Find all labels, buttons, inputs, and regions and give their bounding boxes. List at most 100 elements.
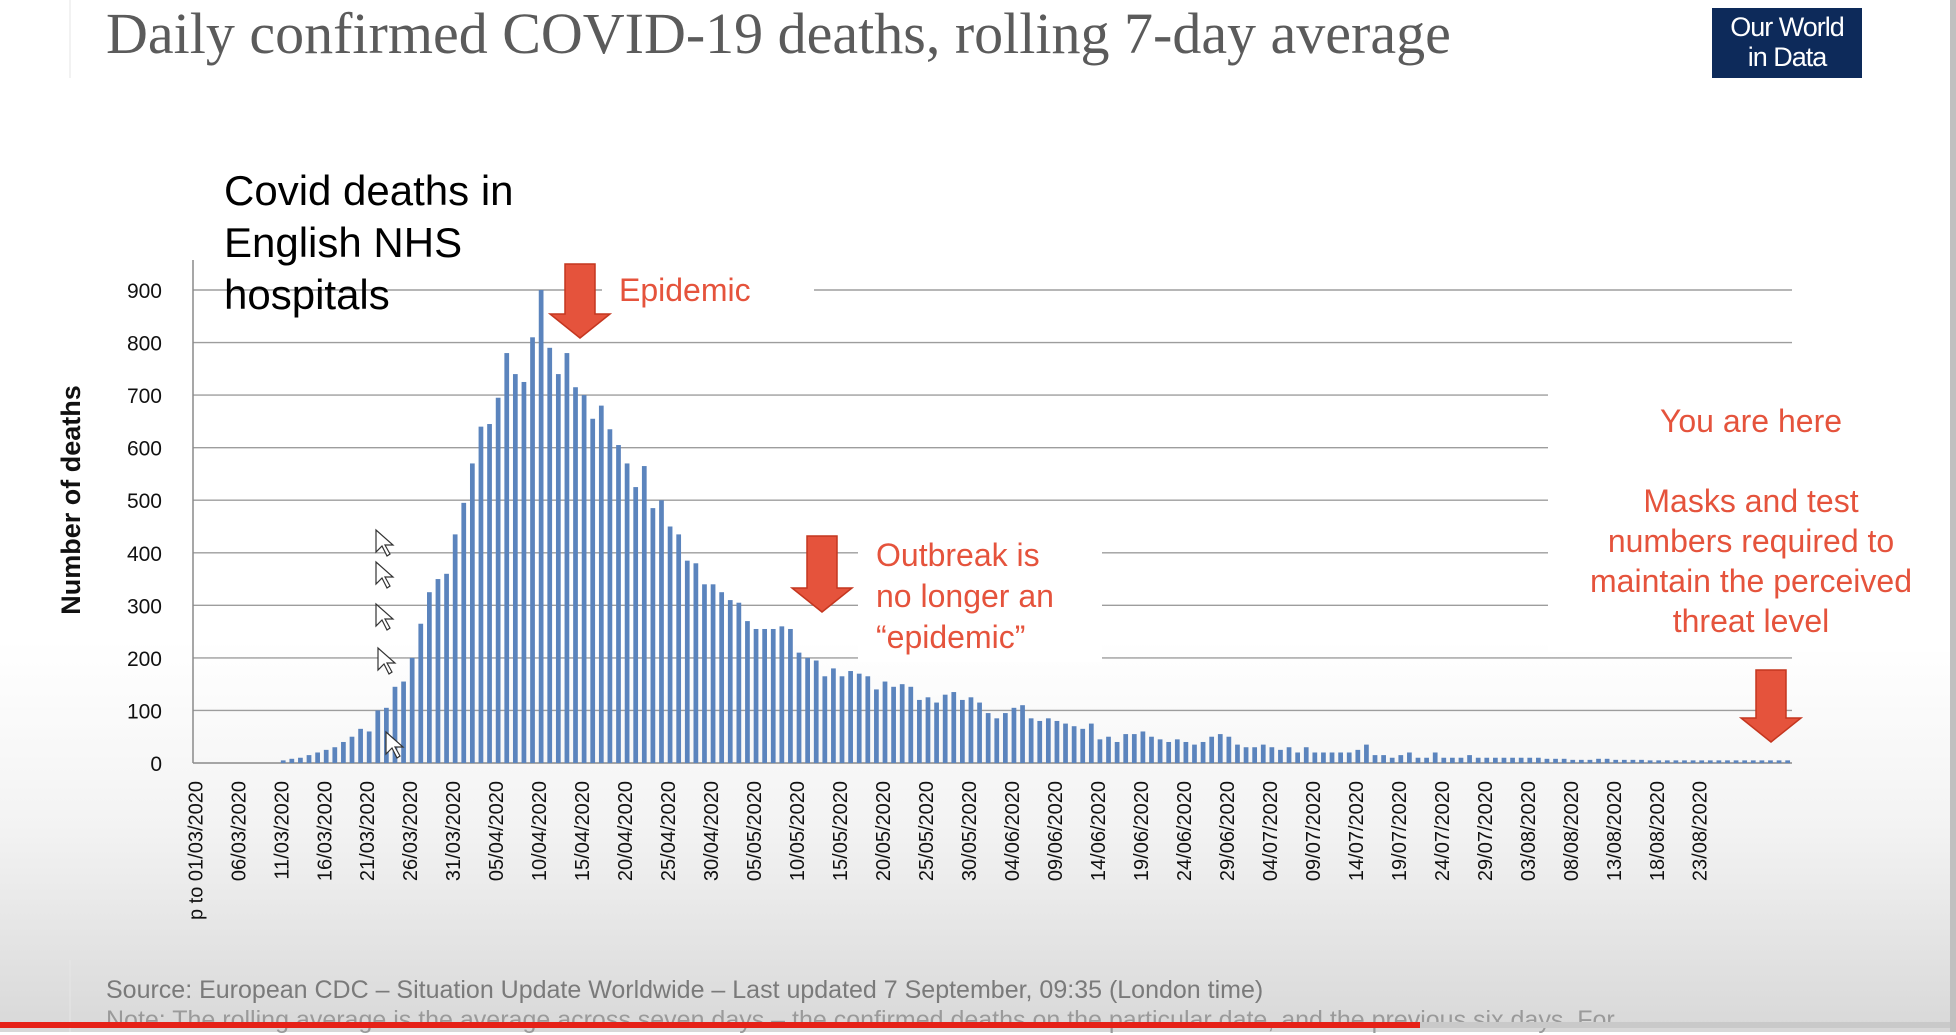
- bar: [788, 628, 793, 763]
- y-tick-label: 0: [150, 753, 162, 776]
- bar: [530, 337, 535, 763]
- video-progress-track[interactable]: [1420, 1022, 1956, 1028]
- bar: [375, 710, 381, 763]
- bar: [1166, 741, 1172, 763]
- bar: [323, 749, 329, 763]
- bar: [1561, 758, 1567, 763]
- annotation-line: no longer an: [876, 578, 1054, 614]
- annotation-line: Outbreak is: [876, 537, 1040, 573]
- bar: [1252, 747, 1258, 763]
- bar: [822, 676, 828, 763]
- owid-chart-title: Daily confirmed COVID-19 deaths, rolling…: [106, 1, 1451, 66]
- frame-right-border: [1950, 0, 1956, 1032]
- x-tick-label: 05/05/2020: [744, 781, 766, 881]
- bar: [1535, 757, 1541, 763]
- x-tick-label: 13/08/2020: [1604, 781, 1626, 881]
- bar: [710, 584, 716, 763]
- bar: [1475, 757, 1481, 763]
- bar: [899, 684, 905, 763]
- owid-note-text: Note: The rolling average is the average…: [106, 1006, 1615, 1034]
- x-tick-label: 19/06/2020: [1131, 781, 1153, 881]
- bar: [1768, 760, 1773, 763]
- bar: [1415, 757, 1421, 763]
- bar: [994, 718, 1000, 763]
- bar: [1140, 731, 1146, 763]
- bar: [1785, 760, 1791, 763]
- bar: [1149, 736, 1154, 763]
- bar: [1578, 759, 1584, 763]
- bar: [1570, 759, 1576, 763]
- bar: [977, 702, 982, 763]
- bar: [770, 628, 776, 763]
- bar: [925, 697, 931, 763]
- bar: [341, 741, 346, 763]
- bar: [298, 757, 303, 763]
- owid-logo[interactable]: Our World in Data: [1712, 8, 1862, 78]
- bar: [1398, 755, 1404, 763]
- bar: [865, 676, 871, 763]
- bar: [1544, 758, 1550, 763]
- bar: [831, 668, 836, 763]
- bar: [512, 374, 518, 763]
- bar: [521, 381, 527, 763]
- bar: [805, 657, 810, 763]
- x-tick-label: 16/03/2020: [314, 781, 336, 881]
- x-tick-label: 14/06/2020: [1088, 781, 1110, 881]
- bar: [1080, 728, 1086, 763]
- bar: [469, 463, 475, 763]
- bar: [1733, 760, 1739, 763]
- x-tick-label: 08/08/2020: [1561, 781, 1583, 881]
- bar: [435, 579, 441, 763]
- bar: [1200, 741, 1206, 763]
- bar: [1097, 739, 1103, 763]
- x-tick-label: 15/04/2020: [572, 781, 594, 881]
- bar: [444, 573, 449, 763]
- bar: [1424, 757, 1429, 763]
- bar: [1088, 723, 1094, 763]
- bar: [908, 686, 914, 763]
- bar: [289, 758, 295, 763]
- x-tick-label: 20/04/2020: [615, 781, 637, 881]
- annotation-line: You are here: [1660, 403, 1842, 439]
- bar: [1372, 755, 1378, 763]
- annotation-backdrop: [602, 270, 814, 318]
- x-tick-label: 25/05/2020: [916, 781, 938, 881]
- bar: [813, 660, 819, 763]
- bar: [882, 681, 888, 763]
- x-tick-label: 20/05/2020: [873, 781, 895, 881]
- bar: [960, 699, 965, 763]
- bar: [934, 702, 939, 763]
- bar: [1217, 734, 1223, 763]
- y-axis-label: Number of deaths: [56, 385, 86, 615]
- annotation-backdrop: [858, 528, 1102, 662]
- y-tick-label: 300: [127, 595, 162, 618]
- bar: [1174, 739, 1180, 763]
- bar: [1312, 752, 1318, 763]
- y-tick-label: 500: [127, 490, 162, 513]
- chart-title-line: Covid deaths in: [224, 167, 514, 214]
- bar: [392, 686, 398, 763]
- bar: [555, 374, 561, 763]
- bar: [667, 526, 673, 763]
- bar: [1527, 757, 1533, 763]
- video-progress-bar[interactable]: [0, 1022, 1420, 1028]
- annotation-line: Masks and test: [1643, 483, 1858, 519]
- chart-title-line: English NHS: [224, 219, 462, 266]
- bar: [452, 534, 458, 763]
- chart-title-line: hospitals: [224, 271, 390, 318]
- bar: [753, 628, 759, 763]
- owid-source-text: Source: European CDC – Situation Update …: [106, 976, 1264, 1004]
- x-tick-label: 15/05/2020: [830, 781, 852, 881]
- bar: [1510, 757, 1515, 763]
- bar: [1002, 713, 1008, 763]
- bar: [616, 445, 621, 763]
- bar: [1630, 759, 1636, 763]
- x-tick-label: 21/03/2020: [357, 781, 379, 881]
- bar: [676, 534, 682, 763]
- y-tick-label: 900: [127, 280, 162, 303]
- bar: [650, 508, 656, 763]
- bar: [624, 463, 630, 763]
- bar: [1553, 758, 1558, 763]
- bar: [1131, 734, 1137, 763]
- bar: [607, 429, 613, 763]
